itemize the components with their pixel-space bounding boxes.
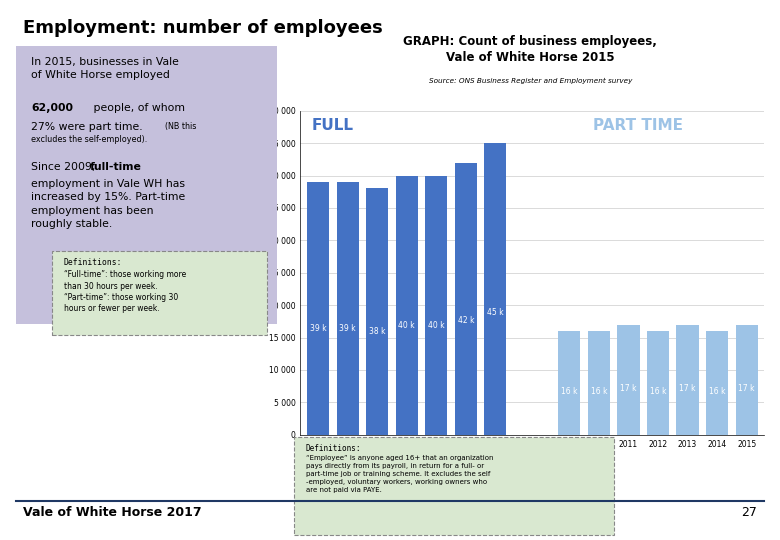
Text: excludes the self-employed).: excludes the self-employed). bbox=[31, 135, 147, 144]
Text: 17 k: 17 k bbox=[739, 384, 755, 393]
Text: 16 k: 16 k bbox=[709, 387, 725, 396]
Bar bbox=[425, 176, 448, 435]
Bar bbox=[395, 176, 418, 435]
Bar bbox=[736, 325, 757, 435]
Text: 17 k: 17 k bbox=[679, 384, 696, 393]
Text: 16 k: 16 k bbox=[590, 387, 607, 396]
Text: 27: 27 bbox=[741, 507, 757, 519]
Bar bbox=[366, 188, 388, 435]
Bar bbox=[706, 331, 729, 435]
Text: 40 k: 40 k bbox=[399, 321, 415, 330]
Text: Definitions:: Definitions: bbox=[306, 444, 361, 453]
Bar bbox=[676, 325, 699, 435]
Text: “Part-time”: those working 30
hours or fewer per week.: “Part-time”: those working 30 hours or f… bbox=[64, 293, 178, 314]
Text: 39 k: 39 k bbox=[310, 324, 326, 333]
Text: Since 2009,: Since 2009, bbox=[31, 162, 99, 172]
Text: Employment: number of employees: Employment: number of employees bbox=[23, 19, 383, 37]
Text: 39 k: 39 k bbox=[339, 324, 356, 333]
Bar bbox=[455, 163, 477, 435]
Text: Source: ONS Business Register and Employment survey: Source: ONS Business Register and Employ… bbox=[429, 78, 632, 84]
Text: employment in Vale WH has
increased by 15%. Part-time
employment has been
roughl: employment in Vale WH has increased by 1… bbox=[31, 179, 186, 229]
Text: 17 k: 17 k bbox=[620, 384, 636, 393]
Bar bbox=[336, 182, 359, 435]
Text: “Full-time”: those working more
than 30 hours per week.: “Full-time”: those working more than 30 … bbox=[64, 270, 186, 291]
Text: “Employee” is anyone aged 16+ that an organization
pays directly from its payrol: “Employee” is anyone aged 16+ that an or… bbox=[306, 455, 493, 492]
Bar bbox=[307, 182, 329, 435]
Text: GRAPH: Count of business employees,
Vale of White Horse 2015: GRAPH: Count of business employees, Vale… bbox=[403, 35, 658, 64]
Text: 40 k: 40 k bbox=[428, 321, 445, 330]
Text: In 2015, businesses in Vale
of White Horse employed: In 2015, businesses in Vale of White Hor… bbox=[31, 57, 179, 80]
Text: 62,000: 62,000 bbox=[31, 103, 73, 113]
Text: 42 k: 42 k bbox=[458, 316, 474, 325]
Bar bbox=[588, 331, 610, 435]
Bar bbox=[617, 325, 640, 435]
Bar bbox=[484, 143, 506, 435]
Text: Vale of White Horse 2017: Vale of White Horse 2017 bbox=[23, 507, 202, 519]
Text: people, of whom: people, of whom bbox=[90, 103, 185, 113]
Bar bbox=[558, 331, 580, 435]
Text: full-time: full-time bbox=[90, 162, 142, 172]
Text: 16 k: 16 k bbox=[561, 387, 577, 396]
Text: 27% were part time.: 27% were part time. bbox=[31, 122, 143, 132]
Text: 45 k: 45 k bbox=[487, 308, 504, 317]
Text: 16 k: 16 k bbox=[650, 387, 666, 396]
Text: FULL: FULL bbox=[312, 118, 354, 133]
Bar bbox=[647, 331, 669, 435]
Text: PART TIME: PART TIME bbox=[593, 118, 683, 133]
Text: 38 k: 38 k bbox=[369, 327, 385, 336]
Text: (NB this: (NB this bbox=[160, 122, 197, 131]
Text: Definitions:: Definitions: bbox=[64, 258, 122, 267]
